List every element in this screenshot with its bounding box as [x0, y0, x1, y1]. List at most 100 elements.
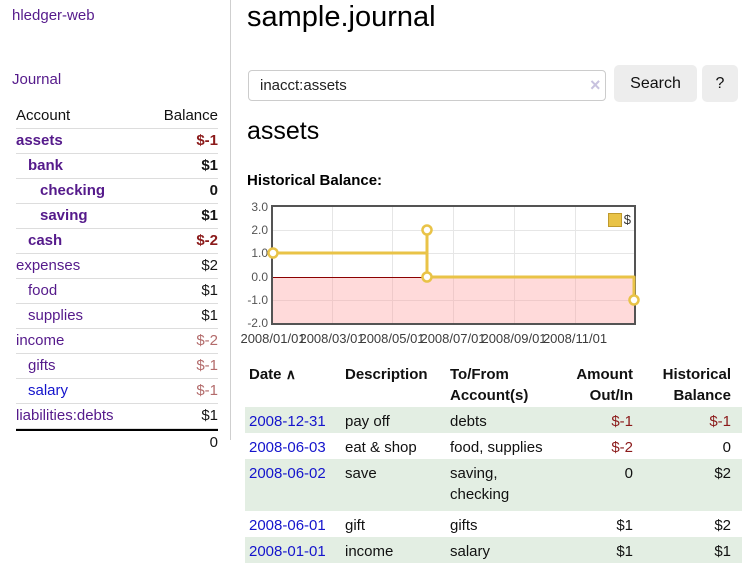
- transaction-description: pay off: [345, 413, 390, 430]
- data-point-marker: [267, 247, 279, 259]
- balance-header-line1: Historical: [662, 366, 731, 383]
- amount-header-line1: Amount: [576, 366, 633, 383]
- transaction-amount: 0: [624, 465, 633, 482]
- account-link[interactable]: salary: [28, 382, 69, 399]
- historical-balance-chart: $: [267, 205, 640, 325]
- account-link[interactable]: expenses: [16, 257, 81, 274]
- sort-ascending-icon: ∧: [285, 366, 296, 382]
- account-row-liabilities-debts: liabilities:debts $1: [16, 404, 218, 429]
- account-row-salary: salary $-1: [16, 379, 218, 404]
- transaction-amount: $-2: [611, 439, 633, 456]
- help-button[interactable]: ?: [702, 65, 738, 102]
- gridline: [332, 207, 333, 323]
- gridline: [392, 207, 393, 323]
- amount-column-header: Amount Out/In: [576, 364, 633, 406]
- transaction-date-link[interactable]: 2008-06-02: [249, 465, 326, 482]
- balance-column-header: Balance: [163, 107, 218, 124]
- gridline: [273, 253, 634, 254]
- transaction-description: eat & shop: [345, 439, 417, 456]
- account-total-row: 0: [16, 429, 218, 455]
- amount-header-line2: Out/In: [589, 387, 633, 404]
- y-tick-label: -1.0: [247, 293, 268, 307]
- balance-series-line: [267, 224, 640, 306]
- x-tick-label: 2008/05/01: [359, 331, 425, 346]
- transaction-accounts: food, supplies: [450, 439, 543, 456]
- journal-link[interactable]: Journal: [12, 71, 62, 88]
- transaction-amount: $-1: [611, 413, 633, 430]
- transaction-amount: $1: [616, 517, 633, 534]
- account-link[interactable]: liabilities:debts: [16, 407, 114, 424]
- account-row-expenses: expenses $2: [16, 254, 218, 279]
- legend-label: $: [623, 212, 631, 227]
- transaction-balance: $2: [714, 517, 731, 534]
- transaction-description: income: [345, 543, 394, 560]
- transaction-date-link[interactable]: 2008-12-31: [249, 413, 326, 430]
- x-tick-label: 2008/07/01: [420, 331, 486, 346]
- chart-legend: $: [607, 212, 631, 227]
- account-row-income: income $-2: [16, 329, 218, 354]
- account-balance: $-1: [196, 357, 218, 374]
- date-column-header[interactable]: Date ∧: [249, 364, 296, 385]
- balance-column-header: Historical Balance: [663, 364, 731, 406]
- account-balance: $-1: [196, 132, 218, 149]
- transaction-date-link[interactable]: 2008-01-01: [249, 543, 326, 560]
- register-table: Date ∧ Description To/From Account(s) Am…: [245, 360, 742, 563]
- search-button[interactable]: Search: [614, 65, 697, 102]
- account-balance: $-1: [196, 382, 218, 399]
- x-tick-label: 2008/03/01: [299, 331, 365, 346]
- account-link[interactable]: assets: [16, 132, 63, 149]
- account-link[interactable]: checking: [40, 182, 106, 199]
- account-link[interactable]: bank: [28, 157, 64, 174]
- data-point-marker: [628, 294, 640, 306]
- data-point-marker: [421, 271, 433, 283]
- x-tick-label: 2008/01/01: [240, 331, 306, 346]
- negative-region-shading: [273, 277, 634, 323]
- account-link[interactable]: gifts: [28, 357, 56, 374]
- account-balance: $-2: [196, 232, 218, 249]
- transaction-row: 2008-06-02 save saving, checking 0 $2: [245, 459, 742, 511]
- transaction-accounts: debts: [450, 413, 487, 430]
- account-link[interactable]: saving: [40, 207, 88, 224]
- account-heading: assets: [247, 117, 320, 145]
- account-link[interactable]: cash: [28, 232, 63, 249]
- account-balance: $1: [201, 157, 218, 174]
- transaction-balance: $-1: [709, 413, 731, 430]
- page-title: sample.journal: [247, 1, 436, 33]
- chart-title: Historical Balance:: [247, 172, 383, 189]
- gridline: [273, 300, 634, 301]
- account-link[interactable]: food: [28, 282, 58, 299]
- balance-header-line2: Balance: [673, 387, 731, 404]
- account-link[interactable]: income: [16, 332, 65, 349]
- legend-swatch: [607, 212, 622, 227]
- account-header-line2: Account(s): [450, 387, 529, 404]
- clear-search-icon[interactable]: ×: [590, 75, 601, 95]
- y-tick-label: -2.0: [247, 316, 268, 330]
- account-column-header: To/From Account(s): [450, 364, 556, 406]
- account-row-supplies: supplies $1: [16, 304, 218, 329]
- account-row-assets: assets $-1: [16, 129, 218, 154]
- account-balance: $1: [201, 282, 218, 299]
- gridline: [453, 207, 454, 323]
- y-tick-label: 1.0: [251, 246, 268, 260]
- sidebar-divider: [230, 0, 231, 440]
- account-link[interactable]: supplies: [28, 307, 84, 324]
- account-row-food: food $1: [16, 279, 218, 304]
- transaction-balance: 0: [722, 439, 731, 456]
- x-tick-label: 2008/11/01: [542, 331, 608, 346]
- gridline: [575, 207, 576, 323]
- transaction-date-link[interactable]: 2008-06-01: [249, 517, 326, 534]
- transaction-date-link[interactable]: 2008-06-03: [249, 439, 326, 456]
- total-balance: 0: [209, 434, 218, 451]
- account-tree-header: Account Balance: [16, 103, 218, 129]
- search-input[interactable]: [248, 70, 606, 101]
- account-balance: $1: [201, 407, 218, 424]
- transaction-accounts: saving, checking: [450, 465, 510, 503]
- transaction-description: save: [345, 465, 377, 482]
- app-title-link[interactable]: hledger-web: [12, 7, 95, 24]
- transaction-accounts: gifts: [450, 517, 478, 534]
- transaction-row: 2008-12-31 pay off debts $-1 $-1: [245, 407, 742, 433]
- account-row-gifts: gifts $-1: [16, 354, 218, 379]
- account-row-cash: cash $-2: [16, 229, 218, 254]
- account-balance: $1: [201, 307, 218, 324]
